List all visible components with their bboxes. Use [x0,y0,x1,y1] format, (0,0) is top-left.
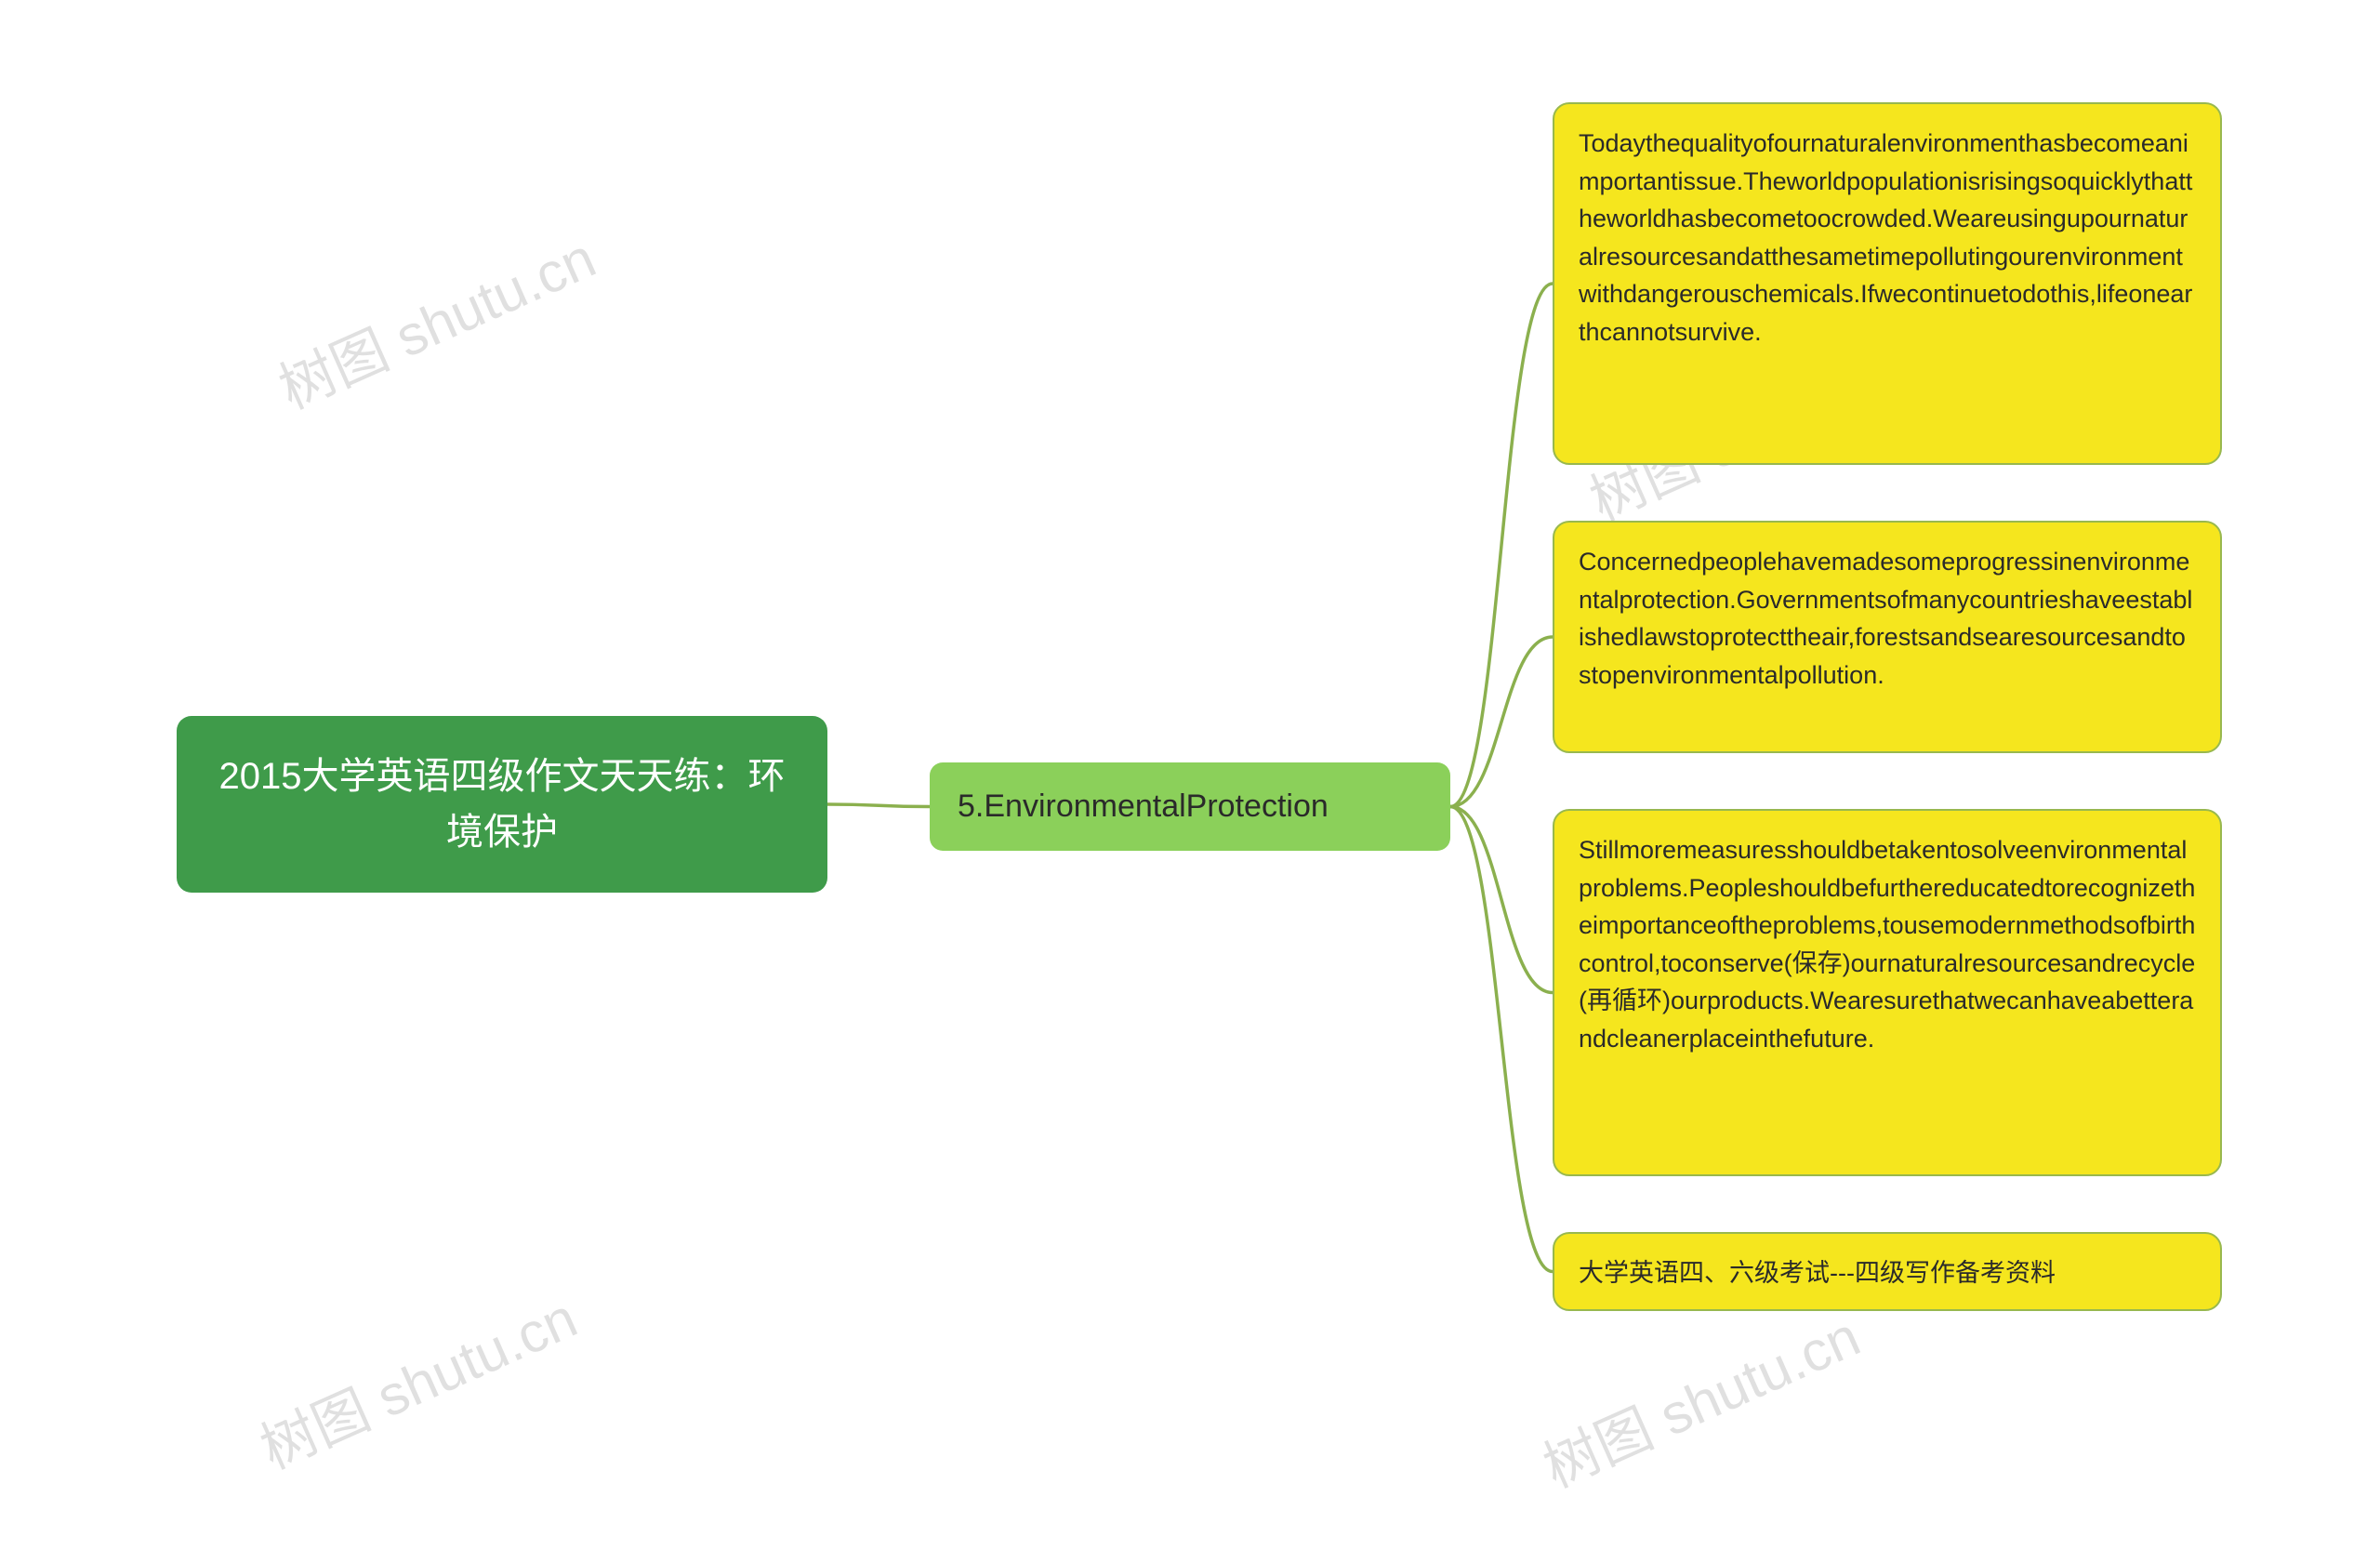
connector [1450,807,1553,1272]
connector [1450,807,1553,993]
leaf-node-0[interactable]: Todaythequalityofournaturalenvironmentha… [1553,102,2222,465]
connector [1450,284,1553,807]
watermark: 树图 shutu.cn [1529,1292,1871,1504]
leaf-node-3[interactable]: 大学英语四、六级考试---四级写作备考资料 [1553,1232,2222,1311]
mindmap-canvas: 树图 shutu.cn 树图 shutu.cn 树图 shutu.cn 树图 s… [0,0,2380,1550]
leaf-node-2[interactable]: Stillmoremeasuresshouldbetakentosolveenv… [1553,809,2222,1176]
root-node[interactable]: 2015大学英语四级作文天天练：环境保护 [177,716,827,893]
watermark: 树图 shutu.cn [246,1274,588,1485]
watermark: 树图 shutu.cn [265,214,606,425]
leaf-node-1[interactable]: Concernedpeoplehavemadesomeprogressinenv… [1553,521,2222,753]
connector [827,804,930,807]
connector [1450,637,1553,807]
branch-node[interactable]: 5.EnvironmentalProtection [930,762,1450,851]
